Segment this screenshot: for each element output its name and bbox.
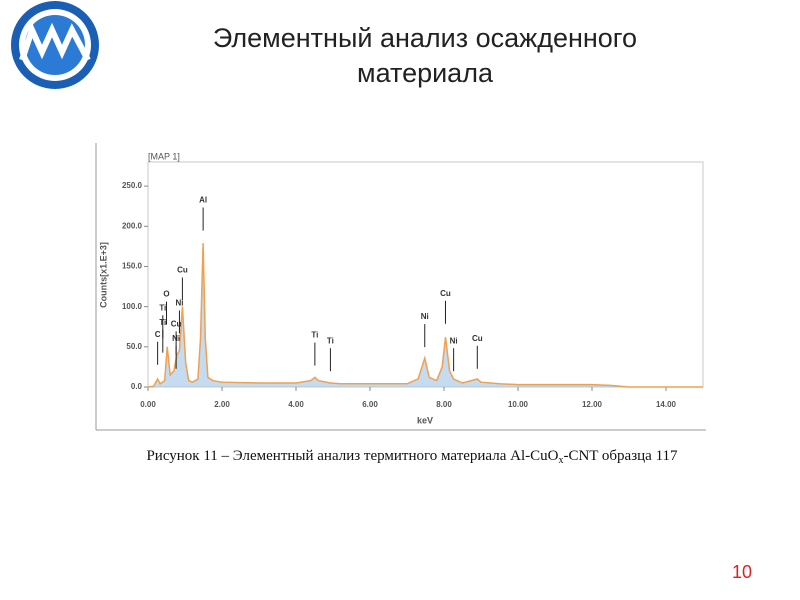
peak-label: Ni [450, 336, 458, 345]
x-tick-label: 12.00 [582, 400, 603, 409]
logo [11, 1, 99, 89]
x-tick-label: 8.00 [436, 400, 452, 409]
slide-title: Элементный анализ осажденного [213, 23, 637, 53]
peak-label: Ti [327, 336, 334, 345]
y-tick-label: 250.0 [122, 181, 143, 190]
peak-label: Cu [472, 334, 483, 343]
peak-label: Ti [311, 331, 318, 340]
x-tick-label: 10.00 [508, 400, 529, 409]
x-tick-label: 14.00 [656, 400, 677, 409]
x-tick-label: 0.00 [140, 400, 156, 409]
x-axis-label: keV [417, 415, 433, 425]
y-axis-label: Counts[x1.E+3] [98, 242, 108, 308]
peak-label: Ni [421, 312, 429, 321]
chart-title: [MAP 1] [148, 151, 180, 161]
y-tick-label: 200.0 [122, 221, 143, 230]
peak-label: Ti [159, 318, 166, 327]
page-number: 10 [732, 562, 752, 582]
peak-label: Ni [175, 299, 183, 308]
caption-text: -CNT образца 117 [563, 448, 678, 464]
caption: Рисунок 11 – Элементный анализ термитног… [146, 448, 678, 466]
peak-label: O [163, 290, 169, 299]
caption-text: Рисунок 11 – Элементный анализ термитног… [146, 448, 558, 464]
spectrum-area [148, 243, 703, 387]
peak-label: Al [199, 196, 207, 205]
caption-subscript: x [558, 455, 563, 466]
plot-area [147, 161, 704, 388]
peak-label: Cu [440, 289, 451, 298]
x-tick-label: 6.00 [362, 400, 378, 409]
peak-label: Cu [171, 319, 182, 328]
peak-label: Ti [159, 303, 166, 312]
x-tick-label: 2.00 [214, 400, 230, 409]
y-tick-label: 50.0 [126, 342, 142, 351]
y-tick-label: 100.0 [122, 302, 143, 311]
slide-title: материала [357, 58, 494, 88]
peak-label: Cu [177, 266, 188, 275]
peak-label: C [155, 330, 161, 339]
y-tick-label: 150.0 [122, 262, 143, 271]
y-tick-label: 0.0 [131, 382, 143, 391]
x-tick-label: 4.00 [288, 400, 304, 409]
